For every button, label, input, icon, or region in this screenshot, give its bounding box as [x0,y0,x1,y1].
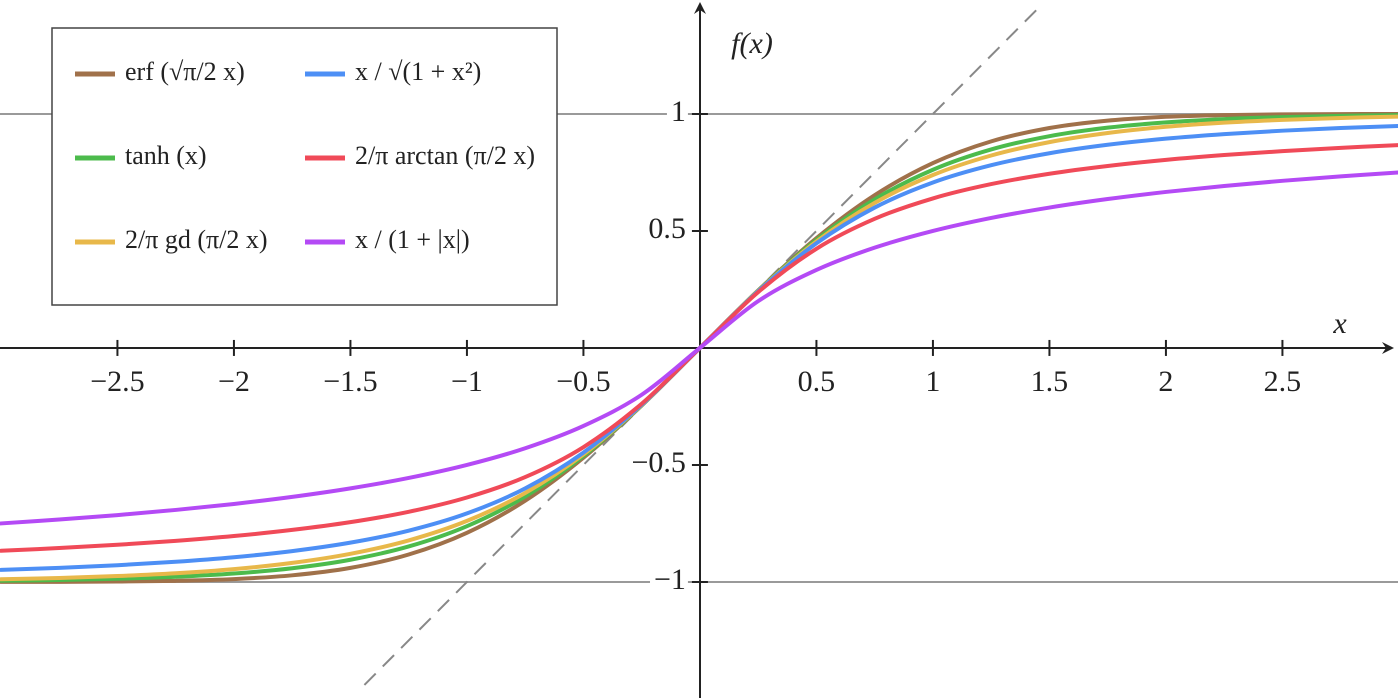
legend-label: x / (1 + |x|) [355,225,470,254]
x-tick-label: 1.5 [1031,365,1069,398]
y-tick-label-background [666,94,688,128]
x-tick-label: −2.5 [90,365,144,398]
x-tick-label: 2 [1158,365,1173,398]
x-tick-label: 2.5 [1264,365,1302,398]
series-line [0,170,1398,526]
x-tick-label: 0.5 [798,365,836,398]
y-tick-label: 1 [671,95,686,128]
legend-label: 2/π gd (π/2 x) [125,225,268,254]
legend-label: tanh (x) [125,141,207,170]
legend-label: 2/π arctan (π/2 x) [355,141,535,170]
legend-label: x / √(1 + x²) [355,57,481,86]
x-tick-label: −2 [218,365,250,398]
y-tick-label: 0.5 [648,212,686,245]
y-tick-label-background [644,211,688,245]
x-tick-label: 1 [925,365,940,398]
legend-box [51,27,558,306]
x-axis-label: x [1332,307,1347,340]
legend-label: erf (√π/2 x) [125,57,245,86]
y-tick-label-background [627,445,688,479]
y-axis-label: f(x) [731,27,773,60]
x-tick-label: −0.5 [556,365,610,398]
x-tick-label: −1.5 [323,365,377,398]
y-tick-label: −0.5 [632,446,686,479]
y-tick-label-background [650,562,688,596]
x-tick-label: −1 [451,365,483,398]
y-tick-label: −1 [654,563,686,596]
